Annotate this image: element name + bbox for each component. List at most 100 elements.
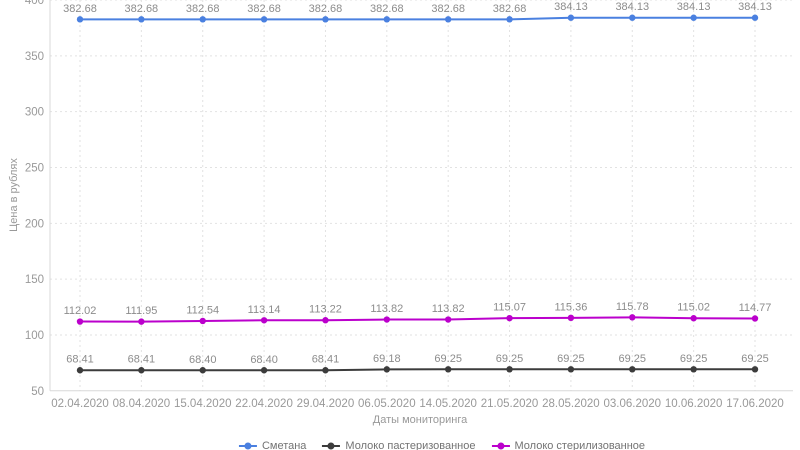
data-point-label: 382.68	[125, 3, 159, 15]
data-point-label: 115.02	[677, 302, 710, 314]
legend-item-moloko-sterilizovannoe[interactable]: Молоко стерилизованное	[491, 440, 645, 450]
data-point[interactable]	[567, 14, 575, 21]
series-line	[79, 316, 756, 323]
data-point[interactable]	[322, 367, 329, 374]
data-point-label: 114.77	[739, 302, 772, 314]
data-point-label: 69.25	[496, 353, 524, 365]
data-point[interactable]	[260, 367, 268, 374]
data-point-label: 382.68	[247, 3, 281, 15]
data-point[interactable]	[76, 318, 84, 325]
data-point-label: 69.25	[557, 353, 585, 365]
data-point-label: 113.82	[370, 303, 403, 315]
data-point[interactable]	[199, 317, 206, 325]
data-point-label: 69.25	[680, 353, 708, 365]
x-tick-label: 22.04.2020	[235, 398, 293, 410]
legend-label: Молоко пастеризованное	[345, 440, 476, 450]
data-point[interactable]	[383, 366, 391, 373]
legend-item-moloko-pasterizovannoe[interactable]: Молоко пастеризованное	[322, 440, 475, 450]
data-point-label: 69.25	[434, 353, 462, 365]
legend-label: Молоко стерилизованное	[514, 440, 646, 450]
data-point[interactable]	[751, 366, 759, 373]
data-point[interactable]	[138, 16, 145, 23]
data-point-label: 68.40	[189, 354, 217, 366]
data-point[interactable]	[383, 16, 391, 23]
data-point[interactable]	[629, 314, 636, 321]
data-point[interactable]	[506, 314, 513, 322]
data-point[interactable]	[751, 14, 759, 21]
data-point[interactable]	[322, 16, 329, 23]
data-point-label: 69.25	[741, 353, 769, 365]
data-point[interactable]	[629, 366, 636, 373]
data-point-label: 384.13	[677, 1, 711, 13]
legend-marker-icon	[238, 442, 257, 450]
data-point[interactable]	[76, 367, 84, 374]
x-tick-label: 21.05.2020	[481, 398, 539, 410]
data-point[interactable]	[690, 14, 697, 21]
data-point[interactable]	[567, 366, 575, 373]
x-tick-label: 17.06.2020	[726, 398, 784, 410]
legend-label: Сметана	[261, 440, 307, 450]
data-point[interactable]	[444, 16, 452, 23]
y-tick-label: 300	[25, 107, 44, 119]
data-point[interactable]	[138, 318, 145, 325]
data-point-label: 112.02	[64, 305, 97, 317]
data-point[interactable]	[506, 366, 513, 373]
y-tick-label: 200	[25, 218, 44, 230]
x-tick-label: 03.06.2020	[603, 398, 661, 410]
x-tick-label: 28.05.2020	[542, 398, 600, 410]
data-point-label: 384.13	[554, 1, 588, 13]
data-point[interactable]	[199, 16, 206, 23]
series-line	[80, 16, 755, 21]
data-point[interactable]	[199, 367, 206, 374]
y-tick-label: 150	[25, 274, 44, 286]
data-point-label: 113.22	[309, 304, 342, 316]
legend-marker-icon	[491, 442, 510, 450]
data-point[interactable]	[322, 317, 329, 324]
data-point[interactable]	[506, 16, 513, 23]
data-point[interactable]	[383, 316, 391, 323]
data-point[interactable]	[138, 367, 145, 374]
data-point[interactable]	[629, 14, 636, 21]
y-tick-label: 250	[25, 162, 44, 174]
data-point[interactable]	[76, 16, 84, 23]
y-tick-label: 50	[31, 386, 44, 398]
data-point-label: 68.41	[66, 354, 94, 366]
data-point-label: 115.07	[493, 302, 526, 314]
data-point-label: 382.68	[309, 3, 343, 15]
data-point-label: 111.95	[125, 305, 157, 317]
legend-marker-icon	[322, 442, 341, 450]
data-point-label: 384.13	[738, 1, 772, 13]
data-point[interactable]	[751, 315, 759, 322]
data-point-label: 69.25	[619, 353, 647, 365]
x-tick-label: 10.06.2020	[665, 398, 723, 410]
data-point-label: 68.40	[250, 354, 278, 366]
x-tick-label: 14.05.2020	[419, 398, 477, 410]
y-tick-label: 100	[25, 330, 44, 342]
data-point-label: 68.41	[312, 354, 340, 366]
data-point[interactable]	[444, 366, 452, 373]
data-point-label: 115.78	[616, 301, 649, 313]
data-point[interactable]	[690, 366, 697, 373]
data-point-label: 382.68	[186, 3, 220, 15]
data-point[interactable]	[567, 314, 575, 322]
data-point-label: 384.13	[615, 1, 649, 13]
data-point[interactable]	[260, 16, 268, 23]
data-point[interactable]	[444, 316, 452, 323]
data-point-label: 382.68	[63, 3, 97, 15]
data-point[interactable]	[260, 317, 268, 324]
data-point-label: 113.14	[248, 304, 281, 316]
data-point-label: 69.18	[373, 353, 401, 365]
x-tick-label: 08.04.2020	[113, 398, 171, 410]
data-point[interactable]	[690, 315, 697, 322]
y-axis-title: Цена в рублях	[8, 158, 20, 232]
legend-item-smetana[interactable]: Сметана	[238, 440, 307, 450]
chart-legend: Сметана Молоко пастеризованное Молоко ст…	[238, 440, 645, 450]
data-point-label: 382.68	[493, 3, 527, 15]
x-tick-label: 06.05.2020	[358, 398, 416, 410]
series-line	[80, 368, 755, 372]
data-point-label: 382.68	[370, 3, 404, 15]
x-tick-label: 15.04.2020	[174, 398, 232, 410]
x-tick-label: 02.04.2020	[51, 398, 109, 410]
data-point-label: 68.41	[128, 354, 156, 366]
